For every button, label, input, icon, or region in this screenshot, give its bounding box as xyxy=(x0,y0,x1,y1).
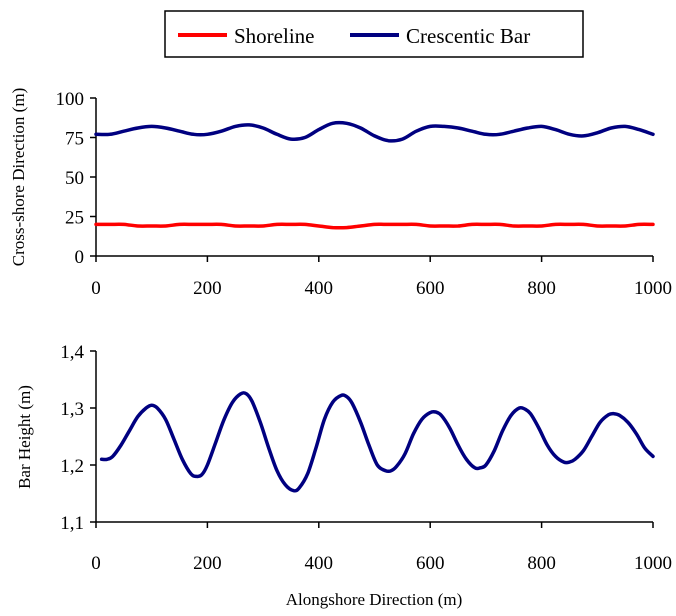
chart-top-y-axis: 0 25 50 75 100 xyxy=(56,89,97,268)
chart-top-x-tick-label: 800 xyxy=(527,278,556,299)
legend: Shoreline Crescentic Bar xyxy=(164,10,584,58)
chart-bottom-y-axis-title: Bar Height (m) xyxy=(15,385,34,489)
chart-bottom-y-tick-label: 1,1 xyxy=(60,513,84,534)
legend-label-shoreline: Shoreline xyxy=(234,24,314,48)
chart-top-series xyxy=(94,120,655,230)
chart-bottom-series xyxy=(99,391,655,493)
chart-top-series-shoreline xyxy=(94,222,655,230)
chart-top-x-tick-label: 0 xyxy=(91,278,101,299)
chart-bottom-y-tick-label: 1,4 xyxy=(60,342,84,363)
chart-top-y-tick-label: 0 xyxy=(75,247,85,268)
chart-top-series-crescentic-bar xyxy=(94,120,655,143)
chart-bottom-x-tick-label: 400 xyxy=(305,553,334,574)
chart-top-y-tick-label: 75 xyxy=(65,129,84,150)
chart-bottom-x-axis: 0 200 400 600 800 1000 xyxy=(91,521,672,574)
chart-top: Cross-shore Direction (m) 0 25 50 75 100 0 20… xyxy=(9,88,672,299)
chart-top-x-tick-label: 200 xyxy=(193,278,222,299)
chart-top-x-axis: 0 200 400 600 800 1000 xyxy=(91,255,672,299)
chart-bottom-y-tick-label: 1,3 xyxy=(60,399,84,420)
chart-bottom: Bar Height (m) Alongshore Direction (m) … xyxy=(15,342,672,609)
legend-label-crescentic-bar: Crescentic Bar xyxy=(406,24,530,48)
chart-top-x-tick-label: 1000 xyxy=(634,278,672,299)
chart-bottom-x-tick-label: 800 xyxy=(527,553,556,574)
chart-bottom-y-axis: 1,1 1,2 1,3 1,4 xyxy=(60,342,97,534)
chart-top-y-tick-label: 25 xyxy=(65,208,84,229)
chart-bottom-x-tick-label: 1000 xyxy=(634,553,672,574)
chart-bottom-x-tick-label: 0 xyxy=(91,553,101,574)
chart-top-y-tick-label: 50 xyxy=(65,168,84,189)
chart-bottom-x-tick-label: 200 xyxy=(193,553,222,574)
chart-top-y-tick-label: 100 xyxy=(56,89,85,110)
chart-bottom-x-tick-label: 600 xyxy=(416,553,445,574)
chart-top-x-tick-label: 600 xyxy=(416,278,445,299)
chart-top-x-tick-label: 400 xyxy=(305,278,334,299)
chart-bottom-series-crescentic-bar xyxy=(99,391,655,493)
chart-top-y-axis-title: Cross-shore Direction (m) xyxy=(9,88,28,266)
chart-bottom-x-axis-title: Alongshore Direction (m) xyxy=(286,590,463,609)
chart-bottom-y-tick-label: 1,2 xyxy=(60,456,84,477)
